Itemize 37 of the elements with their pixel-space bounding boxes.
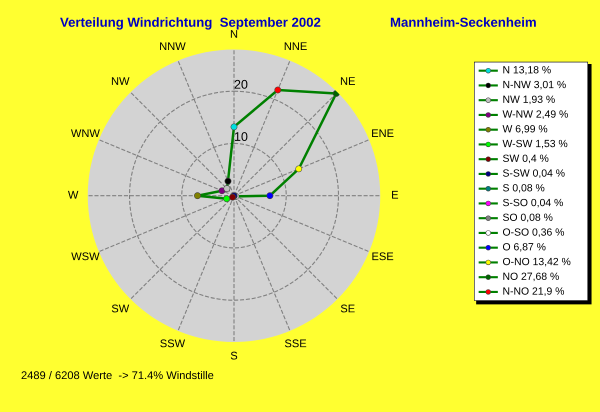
text: Mannheim-Seckenheim	[390, 17, 536, 27]
spoke-label: ESE	[372, 252, 394, 260]
spoke-label: WNW	[70, 129, 100, 138]
text: S-SO 0,04 %	[502, 198, 563, 208]
spoke-label: NE	[340, 77, 355, 85]
text: W-NW 2,49 %	[502, 110, 568, 119]
text: O-NO 13,42 %	[502, 258, 570, 266]
text: SO 0,08 %	[502, 214, 553, 222]
spoke-label: ENE	[372, 129, 394, 138]
spoke-label: NW	[112, 77, 130, 85]
spoke-label: NNE	[284, 42, 307, 50]
text: O 6,87 %	[502, 243, 546, 252]
text: N-NW 3,01 %	[503, 80, 566, 90]
spoke-label: SE	[340, 304, 355, 312]
text: W-SW 1,53 %	[502, 140, 568, 148]
y-tick-label: 10	[234, 132, 248, 141]
text: 2489 / 6208 Werte -> 71.4% Windstille	[22, 370, 214, 380]
chart-title: Verteilung Windrichtung September 2002	[60, 17, 320, 30]
text: NO 27,68 %	[503, 272, 559, 282]
spoke-label: NNW	[160, 42, 186, 50]
text: N 13,18 %	[503, 66, 551, 75]
spoke-label: S	[230, 352, 238, 360]
text: SW 0,4 %	[502, 154, 548, 164]
spoke-label: N	[230, 30, 238, 38]
spoke-label: E	[392, 190, 398, 199]
y-tick-label: 20	[234, 80, 248, 89]
text: NW 1,93 %	[503, 96, 555, 104]
text: S-SW 0,04 %	[502, 169, 565, 178]
text: S 0,08 %	[502, 184, 544, 193]
spoke-label: W	[68, 190, 78, 199]
text: W 6,99 %	[502, 125, 548, 134]
spoke-label: SSW	[160, 339, 186, 348]
spoke-label: WSW	[71, 252, 100, 260]
spoke-label: SSE	[284, 339, 306, 348]
text: O-SO 0,36 %	[502, 228, 564, 237]
text: N-NO 21,9 %	[503, 287, 564, 296]
spoke-label: SW	[112, 304, 130, 312]
